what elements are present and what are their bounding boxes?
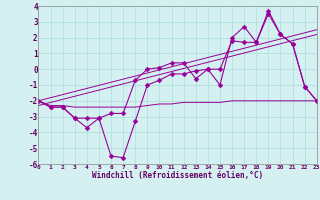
- X-axis label: Windchill (Refroidissement éolien,°C): Windchill (Refroidissement éolien,°C): [92, 171, 263, 180]
